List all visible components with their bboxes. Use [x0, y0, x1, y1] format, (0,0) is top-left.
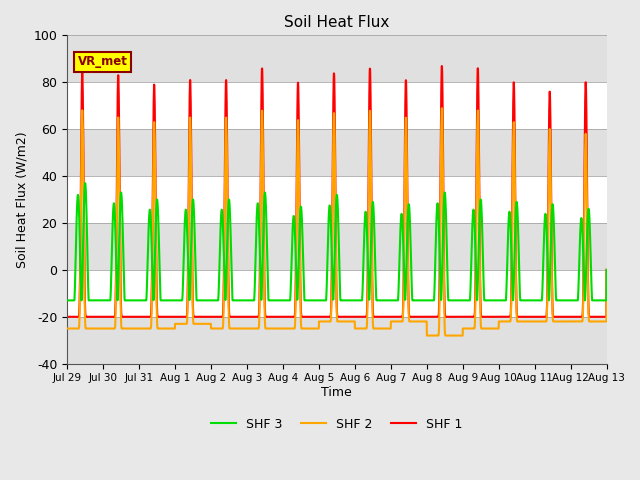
Y-axis label: Soil Heat Flux (W/m2): Soil Heat Flux (W/m2) [15, 131, 28, 268]
Title: Soil Heat Flux: Soil Heat Flux [284, 15, 390, 30]
SHF 3 [270, 298, 278, 303]
Bar [67, 129, 607, 176]
SHF 1 [63, 314, 71, 320]
SHF 3 [294, 294, 301, 300]
SHF 1 [294, 106, 301, 111]
SHF 1 [592, 314, 600, 320]
SHF 2 [438, 105, 445, 111]
SHF 2 [423, 333, 431, 338]
SHF 1 [125, 314, 132, 320]
Bar [67, 270, 607, 317]
SHF 3 [592, 298, 600, 303]
SHF 3 [63, 298, 71, 303]
Bar [67, 223, 607, 270]
SHF 2 [534, 319, 542, 324]
Legend: SHF 3, SHF 2, SHF 1: SHF 3, SHF 2, SHF 1 [206, 413, 468, 436]
SHF 1 [270, 314, 278, 320]
SHF 2 [63, 325, 71, 331]
SHF 3 [81, 180, 89, 186]
Bar [67, 82, 607, 129]
SHF 1 [603, 267, 611, 273]
Bar [67, 317, 607, 364]
SHF 2 [270, 325, 278, 331]
X-axis label: Time: Time [321, 386, 352, 399]
SHF 3 [125, 298, 132, 303]
SHF 3 [534, 298, 542, 303]
Text: VR_met: VR_met [78, 55, 128, 68]
Line: SHF 3: SHF 3 [67, 183, 607, 300]
SHF 2 [157, 325, 164, 331]
SHF 1 [438, 63, 445, 69]
Line: SHF 1: SHF 1 [67, 66, 607, 317]
SHF 2 [603, 267, 611, 273]
SHF 1 [157, 314, 164, 320]
Bar [67, 36, 607, 82]
SHF 2 [125, 325, 132, 331]
Line: SHF 2: SHF 2 [67, 108, 607, 336]
Bar [67, 176, 607, 223]
SHF 2 [593, 319, 600, 324]
SHF 2 [294, 141, 301, 146]
SHF 3 [157, 298, 164, 303]
SHF 3 [603, 267, 611, 273]
SHF 1 [534, 314, 542, 320]
